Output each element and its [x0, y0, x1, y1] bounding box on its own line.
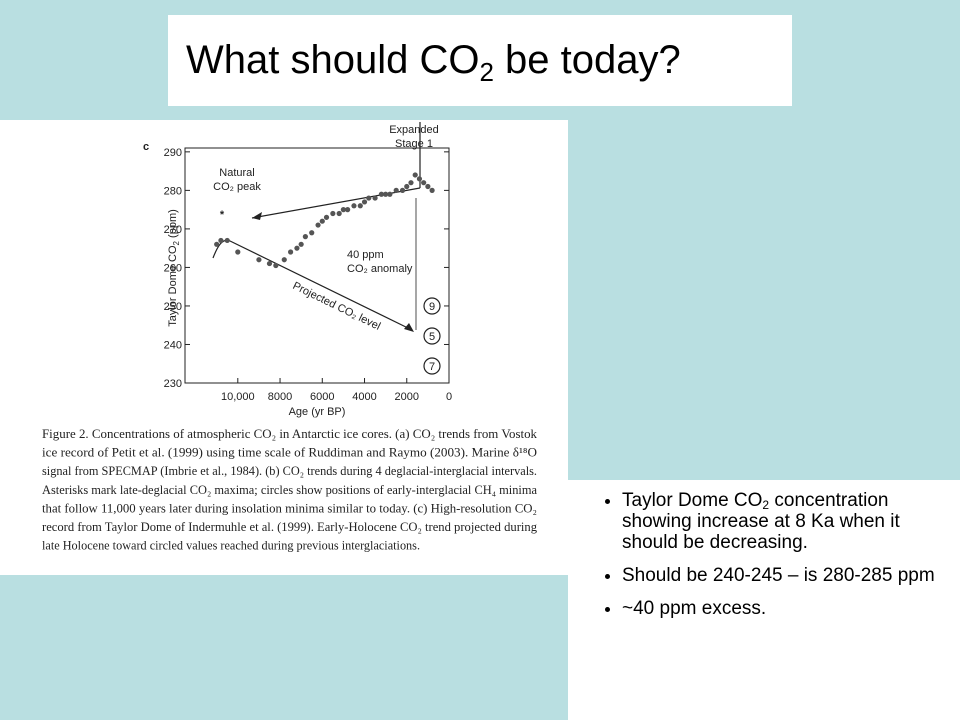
arrow-head	[404, 323, 414, 332]
data-point	[412, 172, 418, 178]
y-tick-label: 240	[164, 339, 182, 351]
annotation: 40 ppm	[347, 249, 384, 261]
data-point	[302, 234, 308, 240]
data-point	[357, 203, 363, 209]
bullet-text: Taylor Dome CO	[622, 490, 763, 511]
x-tick-label: 4000	[352, 391, 376, 403]
y-tick-label: 250	[164, 301, 182, 313]
circle-label: 7	[429, 361, 435, 373]
x-tick-label: 10,000	[221, 391, 255, 403]
y-label-subscript: 2	[172, 240, 181, 245]
caption-line: Figure 2. Concentrations of atmospheric …	[42, 427, 538, 441]
y-tick-label: 270	[164, 224, 182, 236]
data-point	[372, 195, 378, 201]
circle-label: 5	[429, 331, 435, 343]
bullet: Should be 240-245 – is 280-285 ppm	[622, 565, 960, 586]
data-point	[399, 187, 406, 193]
y-tick-label: 280	[164, 185, 182, 197]
y-tick-label: 230	[164, 378, 182, 390]
data-point	[323, 214, 330, 220]
y-axis-label: Taylor Dome CO2 (ppm)	[167, 209, 181, 327]
data-point	[429, 187, 435, 193]
data-point	[383, 191, 389, 197]
circle-label: 9	[429, 301, 435, 313]
title-text: be today?	[493, 38, 681, 82]
data-point	[366, 195, 372, 201]
panel-label: c	[143, 141, 149, 153]
caption-line: signal from SPECMAP (Imbrie et al., 1984…	[42, 464, 537, 478]
caption-line: late Holocene toward circled values reac…	[42, 539, 420, 553]
slide-title: What should CO2 be today?	[168, 15, 792, 106]
data-point	[298, 241, 304, 247]
data-point	[294, 245, 300, 251]
data-point	[288, 249, 294, 255]
circle-marker	[423, 327, 441, 345]
bullet-text: concentration showing increase at 8 Ka w…	[622, 490, 900, 553]
figure: c 9 5 7 Natural CO₂ peak * Expanded Stag…	[0, 120, 568, 575]
asterisk: *	[220, 209, 225, 221]
caption-line: ice record of Petit et al. (1999) using …	[42, 446, 537, 460]
data-point	[404, 183, 410, 190]
data-point	[340, 207, 346, 213]
caption-line: record from Taylor Dome of Indermuhle et…	[42, 520, 538, 534]
x-tick-label: 8000	[268, 391, 292, 403]
data-point	[378, 191, 385, 197]
circle-marker	[423, 297, 441, 315]
bullet-text: ~40 ppm excess.	[622, 598, 767, 619]
data-point	[361, 199, 368, 205]
bullet-text: Should be 240-245 – is 280-285 ppm	[622, 565, 935, 586]
arrow-head	[252, 212, 262, 220]
annotation: CO₂ anomaly	[347, 263, 413, 275]
figure-background	[0, 120, 568, 575]
data-point	[319, 218, 325, 224]
y-label-text: (ppm)	[167, 209, 179, 241]
x-axis-label: Age (yr BP)	[289, 406, 346, 418]
data-point	[218, 237, 224, 244]
data-point	[345, 207, 351, 213]
data-point	[425, 183, 431, 190]
data-point	[387, 191, 393, 197]
data-point	[416, 176, 423, 182]
y-label-text: Taylor Dome CO	[167, 245, 179, 327]
data-point	[224, 237, 230, 244]
bullet-text: 2	[762, 498, 770, 512]
projected-line	[227, 239, 413, 331]
title-text: What should CO	[186, 38, 480, 82]
plot-frame	[184, 147, 450, 384]
data-point	[309, 230, 315, 236]
data-point	[281, 257, 287, 263]
bullet: Taylor Dome CO2 concentration showing in…	[622, 490, 960, 553]
title-subscript: 2	[479, 57, 494, 87]
y-tick-label: 290	[164, 147, 182, 159]
caption: Figure 2. Concentrations of atmospheric …	[42, 427, 538, 553]
y-tick-label: 260	[164, 262, 182, 274]
data-point	[235, 249, 241, 255]
annotation: Natural	[219, 167, 254, 179]
data-point	[393, 187, 399, 193]
bullet-box: Taylor Dome CO2 concentration showing in…	[568, 480, 960, 720]
caption-line: Asterisks mark late-deglacial CO₂ maxima…	[42, 483, 537, 497]
data-point	[214, 241, 220, 247]
annotation: Stage 1	[395, 138, 433, 150]
data-point	[256, 257, 262, 263]
bullet-list: Taylor Dome CO2 concentration showing in…	[568, 490, 960, 619]
data-point	[421, 180, 427, 186]
data-point	[408, 180, 414, 186]
data-point	[351, 203, 357, 209]
bullet: ~40 ppm excess.	[622, 598, 960, 619]
annotation: Expanded	[389, 124, 439, 136]
annotation: CO₂ peak	[213, 181, 261, 193]
data-point	[266, 260, 273, 267]
x-tick-label: 2000	[395, 391, 419, 403]
data-point	[330, 210, 336, 217]
caption-line: that follow 11,000 years later during in…	[42, 501, 537, 515]
data-point	[273, 262, 279, 269]
data-point	[315, 222, 321, 228]
x-tick-label: 0	[446, 391, 452, 403]
x-tick-label: 6000	[310, 391, 334, 403]
circle-marker	[423, 357, 441, 375]
data-point	[336, 210, 342, 217]
